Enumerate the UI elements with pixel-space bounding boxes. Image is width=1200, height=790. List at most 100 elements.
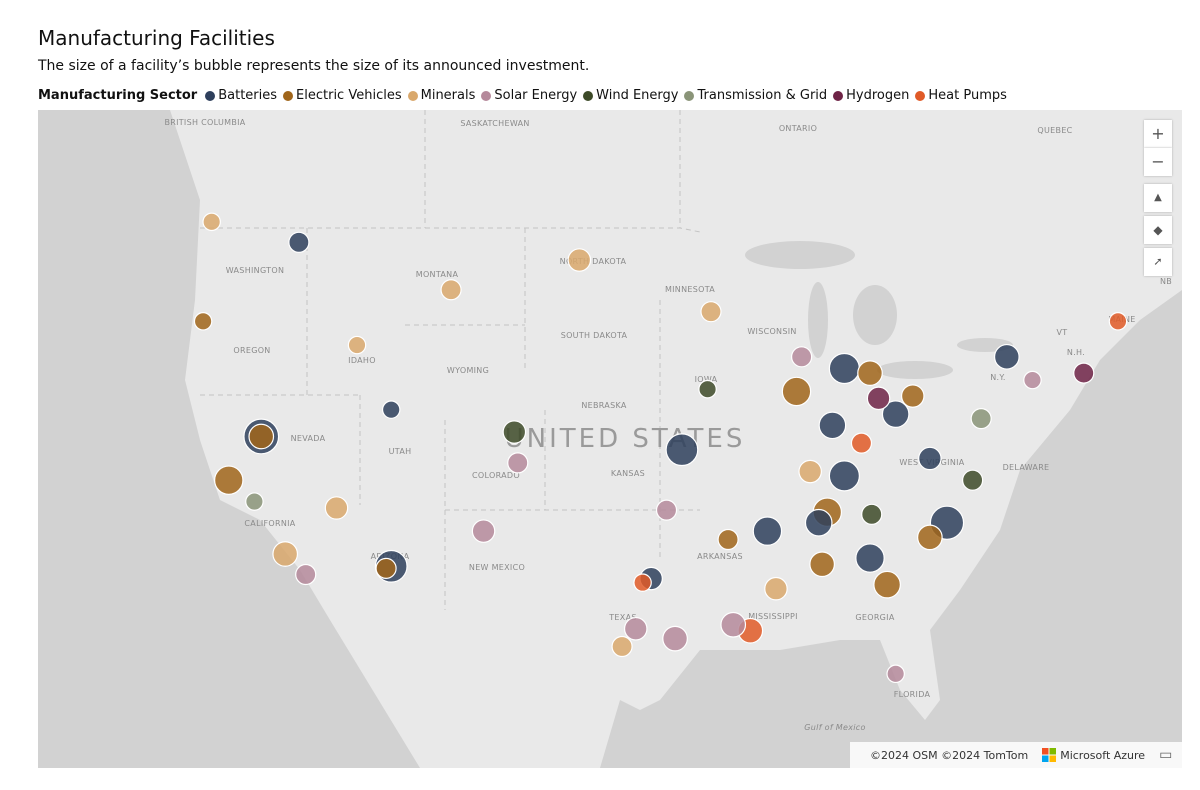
facility-bubble[interactable] <box>900 384 925 408</box>
facility-bubble[interactable] <box>700 301 722 323</box>
bubbles <box>193 212 1128 684</box>
pitch[interactable]: ▲ <box>1144 184 1172 212</box>
facility-bubble[interactable] <box>1023 370 1042 390</box>
facility-bubble[interactable] <box>507 452 529 474</box>
facility-bubble[interactable] <box>828 460 860 492</box>
legend-item[interactable]: Minerals <box>407 88 475 103</box>
facility-bubble[interactable] <box>633 573 652 592</box>
facility-bubble[interactable] <box>804 508 833 537</box>
facility-bubble[interactable] <box>665 433 699 467</box>
facility-bubble[interactable] <box>962 469 984 491</box>
facility-bubble[interactable] <box>324 496 349 520</box>
legend-item[interactable]: Transmission & Grid <box>684 88 827 103</box>
facility-bubble[interactable] <box>502 420 527 444</box>
facility-bubble[interactable] <box>752 516 783 546</box>
map-label: QUEBEC <box>1037 126 1072 135</box>
facility-bubble[interactable] <box>214 465 244 495</box>
facility-bubble[interactable] <box>917 524 943 551</box>
legend: Manufacturing Sector Batteries Electric Ve… <box>38 88 1007 103</box>
map-label: GEORGIA <box>855 613 894 622</box>
map-label: IDAHO <box>348 356 376 365</box>
facility-bubble[interactable] <box>698 379 717 399</box>
legend-dot <box>407 90 418 101</box>
facility-bubble[interactable] <box>720 611 747 638</box>
map[interactable]: BRITISH COLUMBIA SASKATCHEWAN ONTARIO QU… <box>38 110 1182 768</box>
legend-item[interactable]: Hydrogen <box>833 88 909 103</box>
facility-bubble[interactable] <box>798 459 822 484</box>
facility-bubble[interactable] <box>567 248 592 272</box>
facility-bubble[interactable] <box>855 543 885 573</box>
facility-bubble[interactable] <box>1108 312 1128 331</box>
legend-dot <box>583 90 594 101</box>
map-label: TEXAS <box>608 613 636 622</box>
facility-bubble[interactable] <box>857 360 883 386</box>
map-label: BRITISH COLUMBIA <box>164 118 245 127</box>
facility-bubble[interactable] <box>295 563 317 586</box>
facility-bubble[interactable] <box>202 212 221 232</box>
facility-bubble[interactable] <box>381 400 401 419</box>
map-label: CALIFORNIA <box>244 519 295 528</box>
zoom-out[interactable]: − <box>1144 148 1172 176</box>
feedback[interactable]: ▭ <box>1159 747 1173 763</box>
legend-title: Manufacturing Sector <box>38 88 198 103</box>
map-label: NEBRASKA <box>581 401 627 410</box>
facility-bubble[interactable] <box>886 664 905 684</box>
map-label: MISSISSIPPI <box>748 612 798 621</box>
facility-bubble[interactable] <box>781 376 812 407</box>
map-label: SASKATCHEWAN <box>460 119 529 128</box>
legend-item[interactable]: Heat Pumps <box>915 88 1007 103</box>
compass[interactable]: ◆ <box>1144 216 1172 244</box>
facility-bubble[interactable] <box>471 519 496 543</box>
map-label: COLORADO <box>472 471 520 480</box>
zoom-in[interactable]: + <box>1144 120 1172 148</box>
facility-bubble[interactable] <box>347 335 367 355</box>
facility-bubble[interactable] <box>828 352 860 385</box>
facility-bubble[interactable] <box>245 492 264 511</box>
legend-item[interactable]: Wind Energy <box>583 88 678 103</box>
facility-bubble[interactable] <box>861 503 883 525</box>
facility-bubble[interactable] <box>881 400 910 428</box>
facility-bubble[interactable] <box>611 635 633 658</box>
provider-logo <box>1042 748 1057 762</box>
facility-bubble[interactable] <box>918 446 942 471</box>
facility-bubble[interactable] <box>193 312 213 331</box>
legend-dot <box>205 90 216 101</box>
facility-bubble[interactable] <box>873 570 901 599</box>
map-label: NEW MEXICO <box>469 563 525 572</box>
facility-bubble[interactable] <box>764 576 788 601</box>
map-label: NB <box>1160 277 1172 286</box>
legend-label: Solar Energy <box>494 88 578 103</box>
facility-bubble[interactable] <box>850 432 873 454</box>
map-label: UTAH <box>389 447 412 456</box>
provider: Microsoft Azure <box>1042 748 1145 762</box>
facility-bubble[interactable] <box>375 557 397 579</box>
copyright: ©2024 OSM ©2024 TomTom <box>870 748 1029 762</box>
facility-bubble[interactable] <box>970 408 992 430</box>
facility-bubble[interactable] <box>272 541 299 567</box>
map-label: OREGON <box>233 346 270 355</box>
legend-item[interactable]: Solar Energy <box>481 88 577 103</box>
legend-item[interactable]: Batteries <box>205 88 277 103</box>
facility-bubble[interactable] <box>623 616 648 641</box>
facility-bubble[interactable] <box>791 346 813 368</box>
facility-bubble[interactable] <box>440 279 462 301</box>
title: Manufacturing Facilities <box>38 26 275 50</box>
facility-bubble[interactable] <box>1073 362 1095 384</box>
facility-bubble[interactable] <box>993 343 1020 370</box>
facility-bubble[interactable] <box>717 528 739 551</box>
facility-bubble[interactable] <box>288 231 310 253</box>
map-label: NORTH DAKOTA <box>560 257 627 266</box>
facility-bubble[interactable] <box>809 551 835 578</box>
legend-dot <box>833 90 844 101</box>
legend-item[interactable]: Electric Vehicles <box>283 88 402 103</box>
map-label: N.Y. <box>990 373 1006 382</box>
facility-bubble[interactable] <box>662 625 688 652</box>
facility-bubble[interactable] <box>248 423 275 450</box>
facility-bubble[interactable] <box>818 411 847 440</box>
map-label: DELAWARE <box>1003 463 1050 472</box>
legend-dot <box>283 90 294 101</box>
select[interactable]: ➚ <box>1144 248 1172 276</box>
facility-bubble[interactable] <box>655 499 678 521</box>
facility-bubble[interactable] <box>866 386 891 411</box>
